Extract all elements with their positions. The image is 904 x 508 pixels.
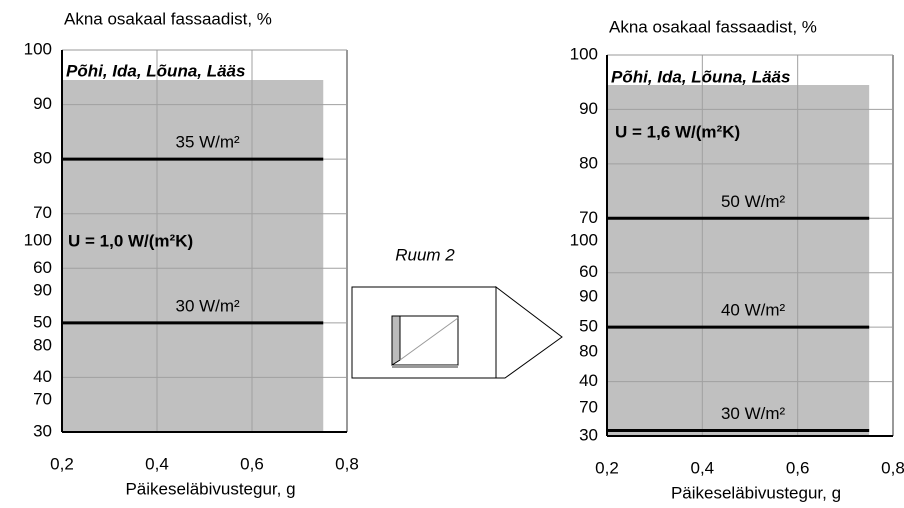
y-tick-label: 70 [33,203,52,222]
x-tick-label: 0,4 [145,454,169,473]
x-tick-label: 0,2 [50,454,74,473]
y-tick-label: 60 [579,262,598,281]
y-tick-label: 80 [579,153,598,172]
shaded-area [607,85,870,436]
stray-tick-label: 100 [24,230,52,249]
y-tick-label: 30 [33,421,52,440]
x-axis-title: Päikeseläbivustegur, g [125,479,295,498]
y-tick-label: 40 [33,367,52,386]
shaded-area [62,80,324,432]
series-label: 30 W/m² [176,296,241,315]
series-label: 50 W/m² [721,192,786,211]
y-tick-label: 100 [24,39,52,58]
series-label: 40 W/m² [721,301,786,320]
y-axis-title: Akna osakaal fassaadist, % [64,9,272,28]
y-tick-label: 90 [33,94,52,113]
y-axis-title: Akna osakaal fassaadist, % [609,17,817,36]
plot-heading: Põhi, Ida, Lõuna, Lääs [611,67,790,86]
x-tick-label: 0,6 [240,454,264,473]
y-tick-label: 60 [33,258,52,277]
room-icon [351,285,563,379]
x-tick-label: 0,4 [691,458,715,477]
series-label: 35 W/m² [176,133,241,152]
x-tick-label: 0,8 [881,458,904,477]
y-tick-label: 30 [579,425,598,444]
series-label: 30 W/m² [721,404,786,423]
stray-tick-label: 80 [33,335,52,354]
stray-tick-label: 100 [570,230,598,249]
stray-tick-label: 70 [579,397,598,416]
stray-tick-label: 90 [579,286,598,305]
y-tick-label: 50 [33,312,52,331]
x-axis-title: Päikeseläbivustegur, g [671,483,841,502]
stray-tick-label: 90 [33,280,52,299]
annotation: U = 1,6 W/(m²K) [615,122,740,141]
x-tick-label: 0,6 [786,458,810,477]
y-tick-label: 90 [579,99,598,118]
x-tick-label: 0,8 [335,454,359,473]
y-tick-label: 100 [570,44,598,63]
stray-tick-label: 80 [579,341,598,360]
y-tick-label: 50 [579,317,598,336]
y-tick-label: 40 [579,371,598,390]
stray-tick-label: 70 [33,389,52,408]
x-tick-label: 0,2 [595,458,619,477]
annotation: U = 1,0 W/(m²K) [68,231,193,250]
plot-heading: Põhi, Ida, Lõuna, Lääs [66,61,245,80]
y-tick-label: 80 [33,149,52,168]
y-tick-label: 70 [579,208,598,227]
inset-label: Ruum 2 [395,245,455,264]
